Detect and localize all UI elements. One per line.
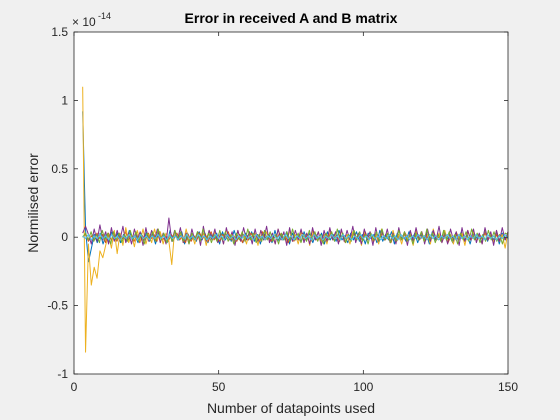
x-tick-label: 0 [71,380,78,394]
tick-layer: 0 50 100 150 -1 -0.5 0 0.5 1 1.5 [47,25,518,394]
y-tick-label: 0.5 [51,162,68,176]
y-tick-label: 1.5 [51,25,68,39]
axes-box [73,31,509,375]
chart-title: Error in received A and B matrix [185,10,398,26]
y-exponent-power: -14 [98,11,111,21]
y-tick-label: 0 [61,230,68,244]
x-axis-label: Number of datapoints used [207,400,375,416]
plot-area [74,32,508,374]
y-tick-label: -1 [57,367,68,381]
x-tick-label: 150 [498,380,518,394]
y-tick-label: 1 [61,93,68,107]
x-tick-label: 100 [353,380,373,394]
y-tick-label: -0.5 [47,299,68,313]
series-line-6 [82,233,509,241]
y-axis-label: Normilised error [25,153,41,253]
y-exponent-multiplier: × 10 [72,15,96,29]
x-tick-label: 50 [212,380,226,394]
series-layer [82,86,509,353]
